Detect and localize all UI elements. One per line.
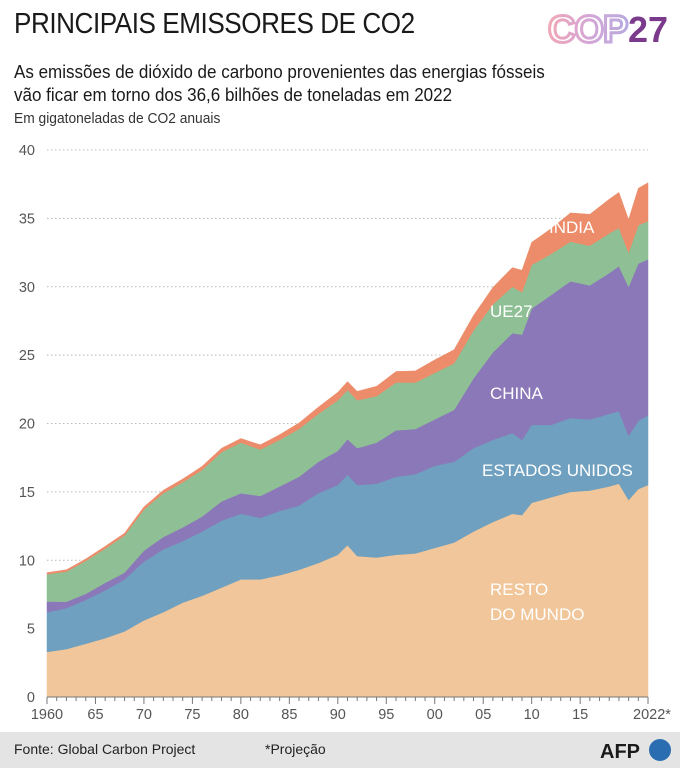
x-tick-label-1995: 95 — [378, 707, 394, 723]
subtitle: As emissões de dióxido de carbono proven… — [14, 60, 545, 106]
y-tick-label-0: 0 — [27, 690, 35, 706]
afp-globe-icon — [649, 739, 671, 761]
subtitle-line-1: As emissões de dióxido de carbono proven… — [14, 61, 545, 82]
x-tick-label-1985: 85 — [281, 707, 297, 723]
series-label-ue27-0: UE27 — [490, 302, 533, 321]
series-label-resto-do-mundo-0: RESTO — [490, 580, 548, 599]
afp-logo-text: AFP — [600, 741, 640, 763]
y-tick-label-5: 5 — [27, 622, 35, 638]
x-tick-label-2022: 2022* — [633, 707, 671, 723]
x-tick-label-2005: 05 — [475, 707, 491, 723]
x-tick-label-1990: 90 — [330, 707, 346, 723]
area-series — [46, 182, 649, 698]
footer-bar — [0, 732, 680, 768]
y-tick-label-10: 10 — [19, 553, 35, 569]
x-tick-label-1970: 70 — [136, 707, 152, 723]
y-tick-label-40: 40 — [19, 143, 35, 159]
x-tick-label-1960: 1960 — [31, 707, 63, 723]
x-tick-label-1980: 80 — [233, 707, 249, 723]
x-tick-label-2015: 15 — [572, 707, 588, 723]
y-tick-label-35: 35 — [19, 211, 35, 227]
projection-note: *Projeção — [265, 741, 326, 757]
series-label-india-0: INDIA — [549, 218, 595, 237]
series-labels: RESTO DO MUNDO ESTADOS UNIDOS CHINA UE27 INDI… — [482, 218, 633, 624]
cop27-logo: COP 27 — [548, 8, 668, 51]
y-tick-label-20: 20 — [19, 417, 35, 433]
cop-logo-text: COP — [548, 9, 628, 50]
subtitle-line-2: vão ficar em torno dos 36,6 bilhões de t… — [14, 84, 453, 105]
series-label-china-0: CHINA — [490, 384, 544, 403]
cop-logo-number: 27 — [628, 9, 668, 50]
x-tick-label-2000: 00 — [427, 707, 443, 723]
y-tick-label-25: 25 — [19, 348, 35, 364]
afp-logo: AFP — [600, 739, 671, 763]
series-label-resto-do-mundo-1: DO MUNDO — [490, 605, 584, 624]
unit-label: Em gigatoneladas de CO2 anuais — [14, 110, 221, 127]
source-text: Fonte: Global Carbon Project — [14, 741, 196, 757]
y-tick-label-30: 30 — [19, 280, 35, 296]
x-tick-label-1975: 75 — [184, 707, 200, 723]
x-tick-label-1965: 65 — [87, 707, 103, 723]
page-title: PRINCIPAIS EMISSORES DE CO2 — [14, 8, 415, 40]
x-tick-label-2010: 10 — [524, 707, 540, 723]
area-india — [46, 182, 649, 575]
y-axis: 0 5 10 15 20 25 30 35 40 — [19, 143, 35, 706]
series-label-estados-unidos-0: ESTADOS UNIDOS — [482, 461, 633, 480]
y-tick-label-15: 15 — [19, 485, 35, 501]
x-axis: 1960 65 70 75 80 85 90 95 00 05 10 15 2022* — [31, 696, 671, 723]
